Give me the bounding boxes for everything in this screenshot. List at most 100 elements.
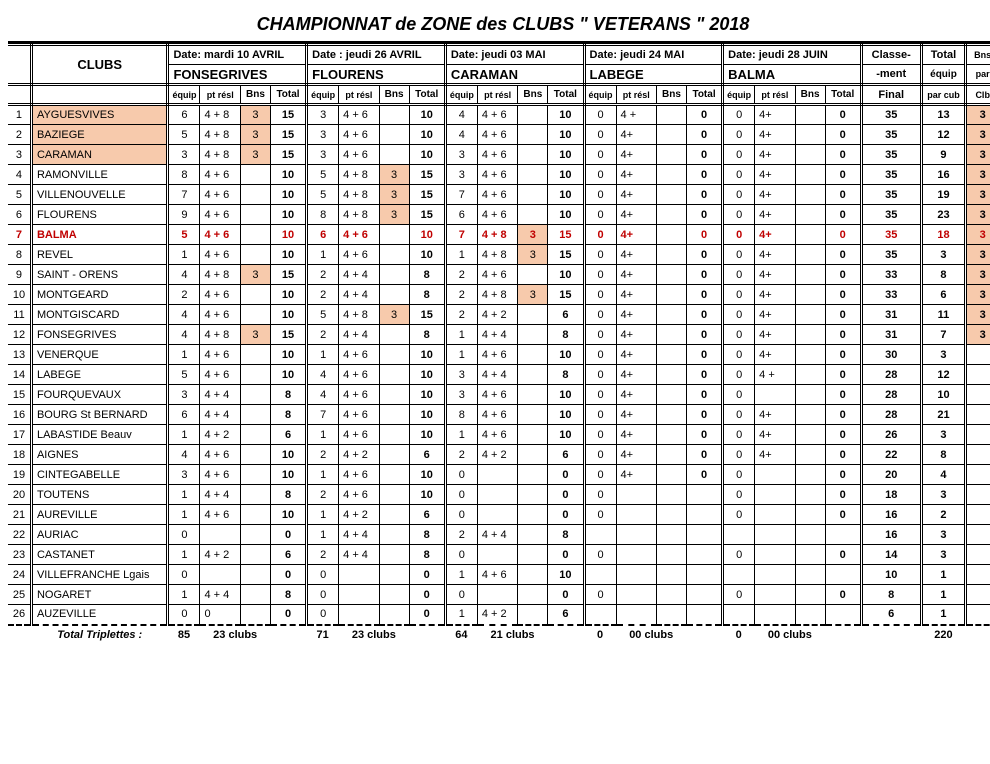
cell-final: 31 — [861, 305, 921, 325]
cell-equip: 1 — [168, 345, 200, 365]
cell-equip: 2 — [307, 325, 339, 345]
cell-bns — [795, 185, 825, 205]
cell-bnsclb — [966, 365, 990, 385]
cell-equip: 0 — [168, 605, 200, 625]
cell-equip: 3 — [168, 465, 200, 485]
cell-equip: 0 — [168, 525, 200, 545]
cell-equip: 6 — [445, 205, 477, 225]
cell-pt: 4 + 4 — [477, 365, 518, 385]
cell-total: 10 — [548, 105, 584, 125]
cell-pt: 4+ — [755, 225, 796, 245]
cell-final: 16 — [861, 505, 921, 525]
cell-equip: 2 — [445, 525, 477, 545]
cell-pt — [616, 605, 657, 625]
cell-bns — [657, 105, 687, 125]
rank: 6 — [8, 205, 31, 225]
cell-bns — [379, 465, 409, 485]
cell-total: 0 — [686, 405, 722, 425]
cell-bns — [657, 185, 687, 205]
cell-total: 0 — [686, 225, 722, 245]
table-row: 6FLOURENS94 + 61084 + 831564 + 61004+004… — [8, 205, 990, 225]
club-name: VENERQUE — [31, 345, 168, 365]
cell-equip: 7 — [168, 185, 200, 205]
cell-bns — [379, 425, 409, 445]
cell-bns — [518, 605, 548, 625]
table-row: 5VILLENOUVELLE74 + 61054 + 831574 + 6100… — [8, 185, 990, 205]
cell-pt: 4 + 4 — [200, 485, 241, 505]
cell-teq: 4 — [921, 465, 966, 485]
cell-equip: 0 — [584, 105, 616, 125]
cell-equip — [584, 565, 616, 585]
cell-bns — [379, 605, 409, 625]
cell-equip: 1 — [307, 425, 339, 445]
cell-equip: 3 — [307, 105, 339, 125]
cell-equip: 0 — [584, 305, 616, 325]
h-bns-top: Bns — [966, 45, 990, 65]
cell-pt: 4 + 6 — [477, 205, 518, 225]
cell-bns — [795, 265, 825, 285]
cell-final: 31 — [861, 325, 921, 345]
cell-bns — [241, 565, 271, 585]
cell-bns — [241, 605, 271, 625]
cell-bnsclb: 3 — [966, 165, 990, 185]
cell-equip: 3 — [307, 145, 339, 165]
cell-pt: 4 + 8 — [200, 105, 241, 125]
cell-total — [686, 605, 722, 625]
h-bns-bot: par — [966, 65, 990, 85]
cell-bns — [795, 365, 825, 385]
cell-equip: 0 — [723, 485, 755, 505]
cell-total: 10 — [270, 365, 306, 385]
cell-pt — [616, 565, 657, 585]
cell-equip: 0 — [584, 165, 616, 185]
cell-total: 10 — [409, 345, 445, 365]
table-row: 3CARAMAN34 + 831534 + 61034 + 61004+004+… — [8, 145, 990, 165]
cell-final: 10 — [861, 565, 921, 585]
table-row: 23CASTANET14 + 2624 + 4800000143 — [8, 545, 990, 565]
cell-total: 10 — [409, 245, 445, 265]
cell-total: 0 — [825, 505, 861, 525]
cell-bns — [379, 585, 409, 605]
sub-pt: pt résl — [755, 85, 796, 105]
cell-pt: 4 + 6 — [477, 385, 518, 405]
cell-final: 18 — [861, 485, 921, 505]
cell-total: 10 — [548, 425, 584, 445]
cell-bns — [379, 245, 409, 265]
cell-bns — [241, 345, 271, 365]
cell-bns — [657, 225, 687, 245]
cell-total: 15 — [409, 185, 445, 205]
cell-total: 8 — [548, 325, 584, 345]
cell-total: 8 — [409, 525, 445, 545]
venue-name: FLOURENS — [307, 65, 446, 85]
cell-bnsclb — [966, 545, 990, 565]
cell-pt: 4 + 6 — [200, 345, 241, 365]
cell-equip: 5 — [168, 365, 200, 385]
cell-bns — [795, 205, 825, 225]
cell-equip: 1 — [445, 605, 477, 625]
cell-bns — [795, 305, 825, 325]
cell-equip: 0 — [723, 225, 755, 245]
cell-pt: 4 + 6 — [339, 225, 380, 245]
cell-bnsclb — [966, 405, 990, 425]
cell-equip: 1 — [168, 425, 200, 445]
cell-equip: 0 — [584, 445, 616, 465]
rank: 14 — [8, 365, 31, 385]
sub-bns: Bns — [657, 85, 687, 105]
cell-equip: 0 — [584, 425, 616, 445]
cell-pt: 4 + 6 — [477, 265, 518, 285]
cell-pt: 4+ — [616, 225, 657, 245]
cell-bnsclb: 3 — [966, 205, 990, 225]
cell-bns: 3 — [379, 205, 409, 225]
cell-total: 0 — [825, 185, 861, 205]
cell-pt: 4 + 6 — [200, 445, 241, 465]
rank: 1 — [8, 105, 31, 125]
cell-total: 15 — [409, 305, 445, 325]
cell-pt: 4+ — [755, 205, 796, 225]
club-name: CARAMAN — [31, 145, 168, 165]
cell-equip: 1 — [307, 465, 339, 485]
cell-pt: 4 + 6 — [200, 245, 241, 265]
cell-total: 6 — [409, 505, 445, 525]
cell-bns — [518, 145, 548, 165]
cell-equip: 0 — [445, 585, 477, 605]
cell-pt: 4 + 8 — [339, 165, 380, 185]
cell-bnsclb: 3 — [966, 325, 990, 345]
